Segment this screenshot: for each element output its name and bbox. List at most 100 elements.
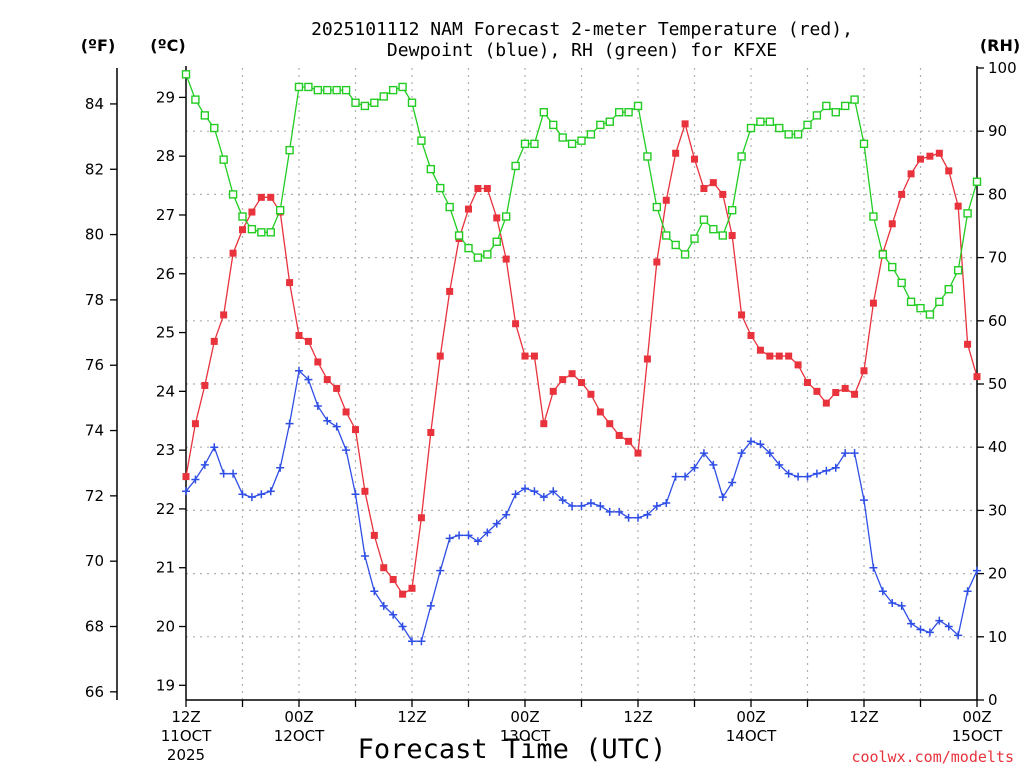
time-tick-label: 2025: [167, 746, 205, 764]
rh-point: [803, 120, 812, 130]
rh-tick-label: 20: [988, 565, 1007, 583]
rh-tick-label: 30: [988, 501, 1007, 519]
temperature-point: [267, 193, 275, 201]
dewpoint-point: [690, 463, 699, 472]
temperature-point: [747, 331, 755, 339]
dewpoint-point: [558, 496, 567, 505]
dewpoint-point: [455, 531, 464, 540]
dewpoint-point: [775, 460, 784, 469]
rh-point: [840, 101, 850, 111]
temperature-point: [587, 390, 595, 398]
rh-point: [370, 98, 379, 107]
rh-point: [275, 205, 285, 215]
dewpoint-point: [549, 487, 558, 496]
dewpoint-point: [229, 469, 238, 478]
temperature-point: [361, 487, 369, 495]
dewpoint-point: [332, 422, 341, 431]
rh-point: [567, 139, 577, 149]
temperature-point: [295, 331, 303, 339]
rh-point: [944, 285, 953, 294]
dewpoint-point: [200, 460, 209, 469]
dewpoint-point: [417, 637, 426, 646]
temperature-point: [804, 379, 811, 387]
temperature-point: [314, 358, 322, 366]
celsius-tick-label: 21: [156, 559, 175, 577]
temperature-point: [596, 408, 604, 416]
rh-point: [398, 82, 407, 92]
rh-point: [332, 85, 341, 95]
rh-point: [643, 152, 652, 161]
rh-point: [323, 85, 332, 95]
rh-tick-label: 0: [988, 691, 998, 709]
dewpoint-point: [530, 487, 539, 496]
temperature-point: [794, 361, 802, 369]
temperature-point: [248, 208, 256, 216]
dewpoint-point: [831, 463, 840, 472]
rh-point: [963, 209, 972, 218]
dewpoint-point: [191, 475, 200, 484]
celsius-tick-label: 24: [156, 382, 175, 400]
rh-point: [690, 234, 699, 243]
dewpoint-point: [586, 499, 595, 508]
dewpoint-point: [219, 469, 228, 478]
credit-text: coolwx.com/modelts: [851, 748, 1014, 766]
temperature-point: [502, 255, 510, 263]
x-axis-label: Forecast Time (UTC): [358, 734, 667, 765]
rh-point: [699, 215, 709, 224]
temperature-point: [719, 190, 727, 198]
time-tick-label: 00Z: [736, 708, 765, 726]
rh-tick-label: 70: [988, 249, 1007, 267]
rh-point: [454, 231, 464, 240]
temperature-point: [417, 514, 425, 522]
temperature-point: [578, 379, 585, 387]
fahrenheit-tick-label: 70: [85, 552, 104, 570]
dewpoint-point: [182, 487, 190, 496]
temperature-point: [304, 337, 312, 345]
dewpoint-point: [747, 437, 755, 446]
rh-point: [549, 120, 558, 130]
rh-point: [388, 85, 398, 95]
rh-point: [464, 243, 473, 253]
fahrenheit-tick-label: 74: [85, 422, 104, 440]
dewpoint-point: [539, 493, 548, 502]
dewpoint-point: [671, 472, 680, 481]
temperature-point: [257, 193, 265, 201]
dewpoint-point: [643, 510, 652, 519]
rh-point: [972, 177, 982, 186]
rh-tick-label: 40: [988, 438, 1007, 456]
temperature-point: [964, 340, 972, 348]
rh-point: [822, 101, 831, 111]
temperature-point: [399, 590, 407, 598]
dewpoint-point: [615, 507, 624, 516]
rh-tick-label: 50: [988, 375, 1007, 393]
dewpoint-point: [257, 490, 266, 499]
dewpoint-point: [718, 493, 727, 502]
temperature-point: [380, 564, 388, 572]
rh-point: [737, 152, 746, 161]
temperature-point: [775, 352, 783, 360]
temperature-point: [606, 420, 614, 428]
celsius-tick-label: 29: [156, 88, 175, 106]
time-tick-label: 00Z: [284, 708, 313, 726]
dewpoint-point: [652, 501, 661, 510]
temperature-point: [342, 408, 350, 416]
dewpoint-point: [568, 501, 577, 510]
temperature-point: [559, 376, 567, 384]
rh-point: [530, 139, 539, 149]
celsius-tick-label: 20: [156, 618, 175, 636]
rh-point: [417, 136, 426, 145]
temperature-point: [860, 367, 868, 375]
temperature-point: [210, 337, 218, 345]
dewpoint-point: [492, 519, 501, 528]
rh-point: [379, 92, 388, 101]
dewpoint-point: [662, 499, 671, 508]
celsius-tick-label: 19: [156, 676, 175, 694]
rh-tick-label: 100: [988, 59, 1017, 77]
rh-point: [859, 139, 869, 149]
rh-point: [511, 161, 520, 171]
temperature-point: [220, 311, 228, 319]
dewpoint-point: [304, 375, 313, 384]
temperature-point: [436, 352, 444, 360]
